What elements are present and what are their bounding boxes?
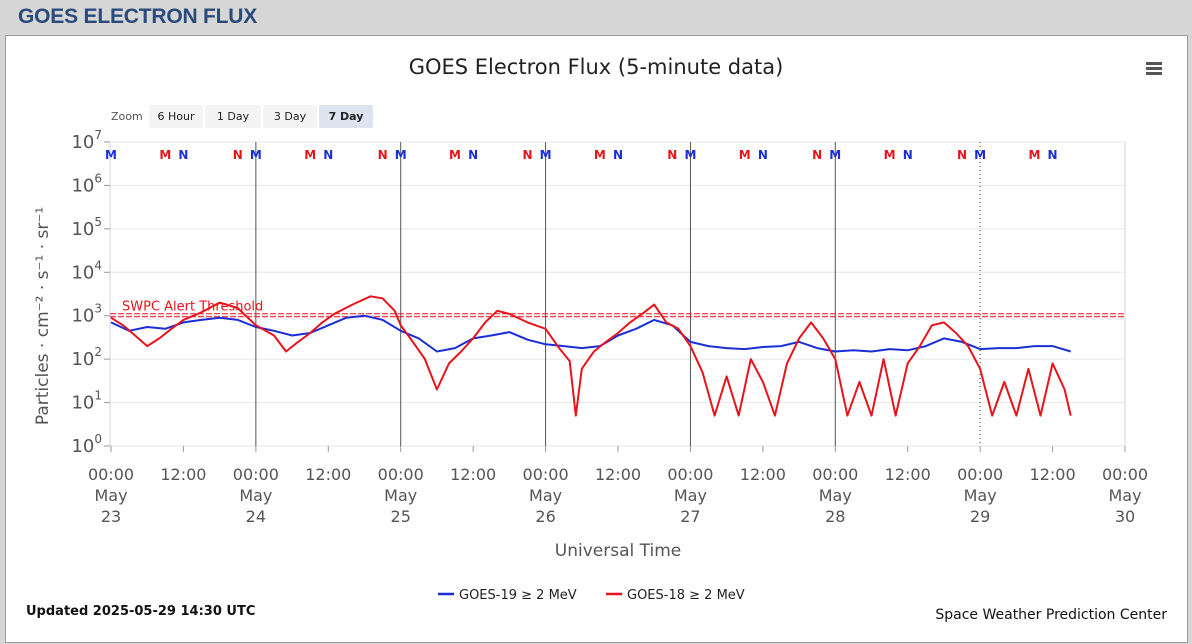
orbit-marker: N	[758, 148, 768, 162]
orbit-marker: N	[903, 148, 913, 162]
orbit-marker: M	[304, 148, 316, 162]
hamburger-menu-icon[interactable]	[1146, 62, 1162, 75]
x-tick-label: 00:00 May 29	[957, 465, 1003, 526]
legend-item-goes18[interactable]: GOES-18 ≥ 2 MeV	[606, 588, 745, 603]
orbit-marker: M	[449, 148, 461, 162]
orbit-marker: N	[667, 148, 677, 162]
orbit-marker: N	[378, 148, 388, 162]
threshold-label: SWPC Alert Threshold	[122, 300, 263, 315]
y-tick-label: 106	[71, 171, 102, 196]
y-tick-label: 100	[71, 432, 102, 457]
page-title: GOES ELECTRON FLUX	[18, 5, 258, 28]
legend-item-goes19[interactable]: GOES-19 ≥ 2 MeV	[438, 588, 577, 603]
x-axis-label: Universal Time	[555, 541, 681, 561]
orbit-marker: M	[829, 148, 841, 162]
orbit-marker: M	[739, 148, 751, 162]
electron-flux-chart: GOES Electron Flux (5-minute data) Zoom …	[33, 55, 1162, 603]
series-line-goes19	[110, 314, 1071, 353]
svg-text:GOES-18 ≥ 2 MeV: GOES-18 ≥ 2 MeV	[627, 588, 745, 603]
plot-area	[109, 141, 1126, 447]
zoom-button-7-day[interactable]: 7 Day	[319, 105, 373, 128]
x-tick-label: 00:00 May 24	[233, 465, 279, 526]
orbit-marker: M	[594, 148, 606, 162]
x-tick-label: 00:00 May 25	[378, 465, 424, 526]
zoom-button-6-hour[interactable]: 6 Hour	[149, 105, 203, 128]
orbit-marker: M	[395, 148, 407, 162]
orbit-marker: M	[684, 148, 696, 162]
zoom-button-3-day[interactable]: 3 Day	[263, 105, 317, 128]
zoom-button-1-day[interactable]: 1 Day	[205, 105, 261, 128]
orbit-marker: M	[159, 148, 171, 162]
svg-text:1 Day: 1 Day	[217, 110, 250, 123]
x-tick-label: 12:00	[1030, 465, 1076, 484]
orbit-marker: M	[250, 148, 262, 162]
chart-title: GOES Electron Flux (5-minute data)	[409, 55, 784, 79]
orbit-marker: N	[1048, 148, 1058, 162]
orbit-marker: M	[974, 148, 986, 162]
orbit-marker: N	[957, 148, 967, 162]
orbit-marker: N	[613, 148, 623, 162]
svg-text:GOES-19 ≥ 2 MeV: GOES-19 ≥ 2 MeV	[459, 588, 577, 603]
page-header: GOES ELECTRON FLUX	[0, 0, 1192, 34]
orbit-marker: M	[540, 148, 552, 162]
y-tick-label: 105	[71, 215, 102, 240]
x-tick-label: 12:00	[595, 465, 641, 484]
svg-text:3 Day: 3 Day	[274, 110, 307, 123]
x-tick-label: 00:00 May 23	[88, 465, 134, 526]
x-tick-label: 00:00 May 30	[1102, 465, 1148, 526]
y-tick-label: 101	[71, 389, 102, 414]
y-tick-label: 102	[71, 345, 102, 370]
x-tick-label: 00:00 May 26	[523, 465, 569, 526]
x-tick-label: 00:00 May 27	[667, 465, 713, 526]
orbit-marker: N	[468, 148, 478, 162]
svg-text:7 Day: 7 Day	[329, 110, 364, 123]
x-tick-label: 12:00	[305, 465, 351, 484]
credit-text: Space Weather Prediction Center	[935, 607, 1167, 623]
x-tick-label: 12:00	[160, 465, 206, 484]
orbit-marker: M	[105, 148, 117, 162]
orbit-marker: N	[323, 148, 333, 162]
orbit-marker: N	[812, 148, 822, 162]
x-tick-label: 12:00	[450, 465, 496, 484]
orbit-marker: M	[884, 148, 896, 162]
y-tick-label: 107	[71, 128, 102, 153]
orbit-marker: N	[233, 148, 243, 162]
orbit-marker: N	[522, 148, 532, 162]
orbit-marker: M	[1028, 148, 1040, 162]
svg-text:6 Hour: 6 Hour	[158, 110, 195, 123]
updated-timestamp: Updated 2025-05-29 14:30 UTC	[26, 604, 256, 619]
x-tick-label: 12:00	[740, 465, 786, 484]
y-tick-label: 103	[71, 302, 102, 327]
x-tick-label: 12:00	[885, 465, 931, 484]
x-tick-label: 00:00 May 28	[812, 465, 858, 526]
y-axis-label: Particles · cm⁻² · s⁻¹ · sr⁻¹	[33, 207, 53, 425]
y-tick-label: 104	[71, 258, 102, 283]
series-line-goes18	[110, 295, 1072, 417]
orbit-marker: N	[178, 148, 188, 162]
zoom-label: Zoom	[111, 110, 143, 123]
chart-panel: GOES Electron Flux (5-minute data) Zoom …	[5, 35, 1188, 643]
